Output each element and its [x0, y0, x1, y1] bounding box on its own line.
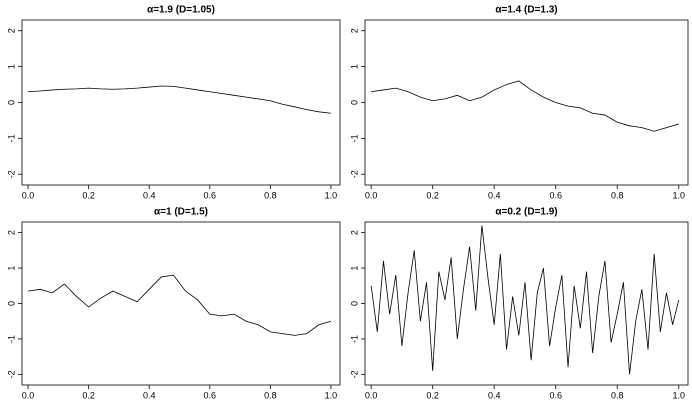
x-tick-label: 0.4 [488, 190, 501, 200]
plot-frame [364, 19, 689, 186]
panel-title: α=1 (D=1.5) [154, 207, 208, 218]
y-tick-label: 0 [6, 100, 16, 105]
x-tick-label: 0.6 [549, 390, 562, 400]
x-tick-label: 0.4 [143, 190, 156, 200]
y-tick-label: 1 [349, 64, 359, 69]
plot-frame [21, 19, 341, 186]
panel-title: α=1.4 (D=1.3) [495, 5, 557, 16]
x-tick-label: 0.0 [22, 190, 35, 200]
x-tick-label: 1.0 [673, 190, 686, 200]
y-tick-label: -1 [349, 335, 359, 343]
panel-title: α=1.9 (D=1.05) [147, 5, 215, 16]
x-tick-label: 1.0 [325, 390, 338, 400]
y-tick-label: 0 [6, 301, 16, 306]
x-tick-label: 0.0 [365, 190, 378, 200]
x-tick-label: 0.6 [204, 190, 217, 200]
y-tick-label: 2 [349, 230, 359, 235]
x-tick-label: 0.4 [488, 390, 501, 400]
y-tick-label: 1 [6, 266, 16, 271]
y-tick-label: 1 [6, 64, 16, 69]
x-tick-label: 0.0 [22, 390, 35, 400]
y-tick-label: 1 [349, 266, 359, 271]
y-tick-label: -2 [6, 170, 16, 178]
data-line [370, 225, 680, 375]
y-tick-label: 2 [6, 28, 16, 33]
y-tick-label: -2 [349, 170, 359, 178]
x-tick-label: 0.8 [611, 390, 624, 400]
x-tick-label: 0.8 [264, 190, 277, 200]
y-tick-label: 0 [349, 301, 359, 306]
panel-title: α=0.2 (D=1.9) [495, 207, 557, 218]
x-tick-label: 0.2 [82, 390, 95, 400]
y-tick-label: -2 [6, 370, 16, 378]
x-tick-label: 0.2 [82, 190, 95, 200]
x-tick-label: 1.0 [673, 390, 686, 400]
y-tick-label: 2 [6, 230, 16, 235]
y-tick-label: -1 [349, 134, 359, 142]
y-tick-label: 2 [349, 28, 359, 33]
x-tick-label: 0.8 [264, 390, 277, 400]
x-tick-label: 0.8 [611, 190, 624, 200]
x-tick-label: 1.0 [325, 190, 338, 200]
data-line [371, 80, 679, 132]
data-line [28, 85, 331, 114]
plot-frame [21, 221, 341, 386]
x-tick-label: 0.2 [426, 190, 439, 200]
y-tick-label: -2 [349, 370, 359, 378]
x-tick-label: 0.4 [143, 390, 156, 400]
y-tick-label: -1 [6, 134, 16, 142]
x-tick-label: 0.2 [426, 390, 439, 400]
data-line [28, 274, 332, 336]
y-tick-label: -1 [6, 335, 16, 343]
x-tick-label: 0.6 [204, 390, 217, 400]
y-tick-label: 0 [349, 100, 359, 105]
x-tick-label: 0.6 [549, 190, 562, 200]
x-tick-label: 0.0 [365, 390, 378, 400]
